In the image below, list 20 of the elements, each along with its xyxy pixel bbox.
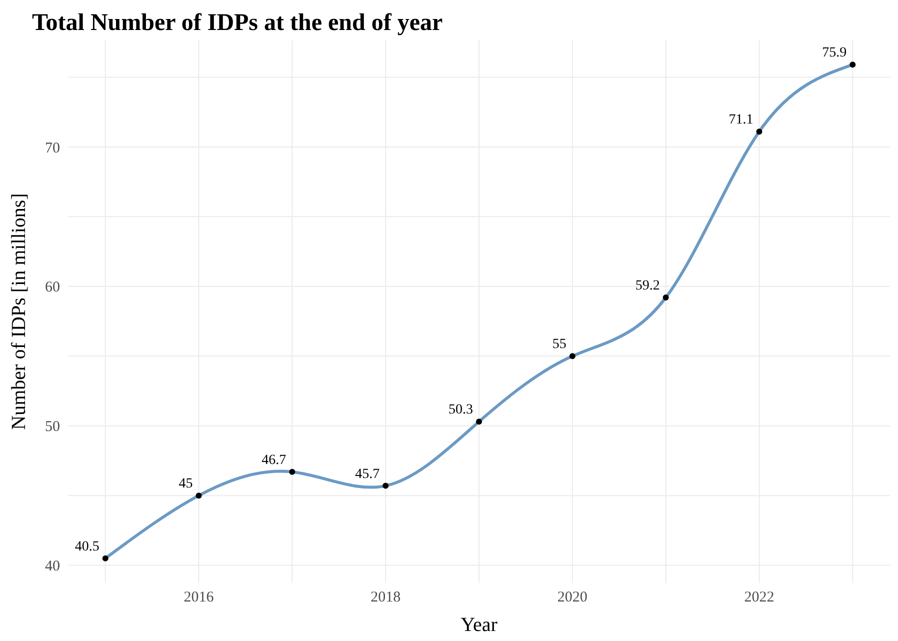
data-label: 75.9 <box>822 46 847 61</box>
data-label: 45.7 <box>355 466 380 482</box>
chart-title: Total Number of IDPs at the end of year <box>32 10 443 37</box>
y-tick-label: 50 <box>45 419 60 436</box>
y-axis-title: Number of IDPs [in millions] <box>8 193 30 430</box>
x-tick-label: 2022 <box>744 590 774 606</box>
data-label: 40.5 <box>74 539 100 554</box>
data-label: 59.2 <box>635 278 660 294</box>
x-axis-title: Year <box>460 614 498 636</box>
y-tick-label: 60 <box>45 280 60 296</box>
data-label: 71.1 <box>728 112 754 128</box>
x-tick-label: 2016 <box>184 590 214 606</box>
data-label: 45 <box>178 476 193 492</box>
x-tick-label: 2020 <box>557 590 588 606</box>
x-tick-label: 2018 <box>370 590 401 606</box>
y-tick-label: 70 <box>45 140 60 156</box>
data-label: 55 <box>552 337 566 352</box>
y-tick-label: 40 <box>45 558 60 575</box>
data-label: 46.7 <box>262 452 286 468</box>
data-label: 50.3 <box>448 402 473 418</box>
